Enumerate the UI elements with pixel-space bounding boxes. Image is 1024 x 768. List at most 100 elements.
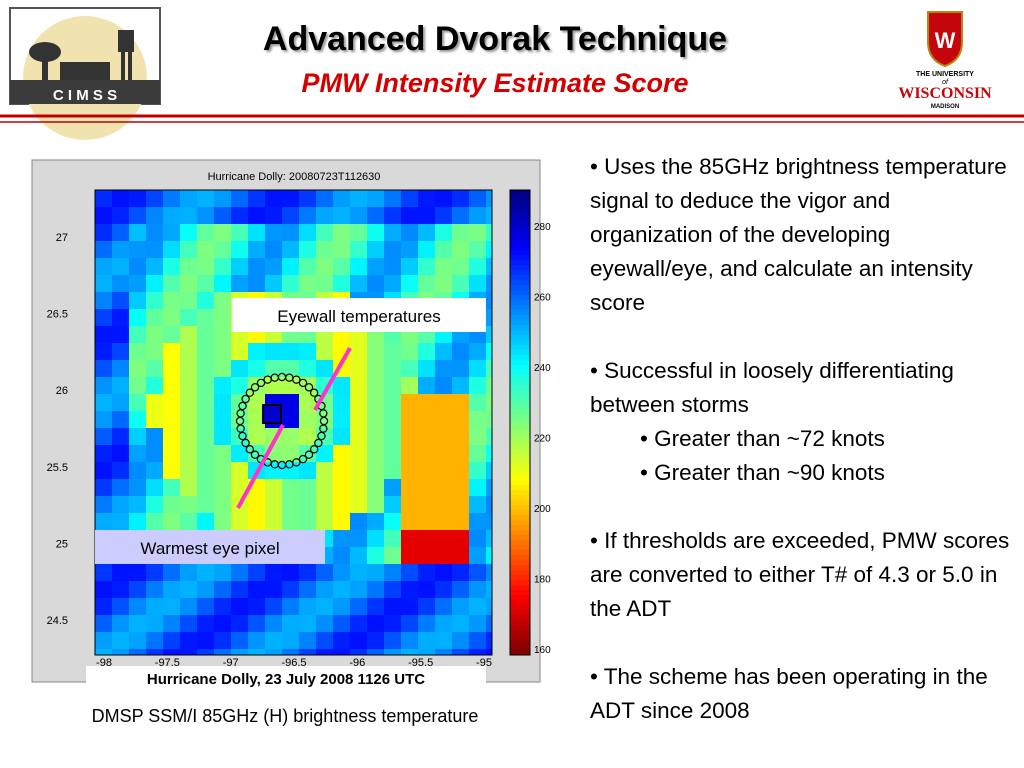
heat-cell: [214, 326, 231, 343]
heat-cell: [265, 649, 282, 655]
heat-cell: [197, 632, 214, 649]
heat-cell: [231, 275, 248, 292]
colorbar-cell: [510, 465, 530, 471]
heat-cell: [180, 207, 197, 224]
heat-cell: [248, 190, 265, 207]
heat-cell: [384, 513, 401, 530]
heat-cell: [418, 360, 435, 377]
colorbar-label: 260: [534, 293, 551, 304]
colorbar-cell: [510, 340, 530, 346]
ring-dot: [319, 409, 328, 418]
heat-cell: [367, 598, 384, 615]
heat-cell: [316, 615, 333, 632]
heat-cell: [231, 377, 248, 394]
heat-cell: [486, 547, 492, 564]
heat-cell: [146, 360, 163, 377]
heat-cell: [350, 479, 367, 496]
heat-cell: [95, 360, 112, 377]
heat-cell: [197, 258, 214, 275]
heat-cell: [214, 564, 231, 581]
heat-cell: [469, 241, 486, 258]
heat-cell: [231, 394, 248, 411]
heat-cell: [435, 343, 452, 360]
heat-cell: [129, 190, 146, 207]
heat-cell: [129, 411, 146, 428]
colorbar-cell: [510, 305, 530, 311]
heat-cell: [248, 360, 265, 377]
heat-cell: [112, 445, 129, 462]
heat-cell: [231, 632, 248, 649]
heat-cell: [180, 258, 197, 275]
heat-cell: [180, 360, 197, 377]
colorbar-cell: [510, 295, 530, 301]
heat-cell: [112, 496, 129, 513]
colorbar-cell: [510, 265, 530, 271]
colorbar-cell: [510, 300, 530, 306]
heat-cell: [265, 462, 282, 479]
heat-cell: [299, 445, 316, 462]
heat-cell: [282, 258, 299, 275]
heat-cell: [469, 224, 486, 241]
heat-cell: [401, 343, 418, 360]
heat-cell: [129, 292, 146, 309]
colorbar-cell: [510, 355, 530, 361]
heat-cell: [129, 649, 146, 655]
heat-cell: [197, 309, 214, 326]
heat-cell: [95, 632, 112, 649]
heat-cell: [163, 258, 180, 275]
heat-cell: [418, 224, 435, 241]
heat-cell: [299, 428, 316, 445]
y-label: 24.5: [47, 615, 68, 627]
colorbar-cell: [510, 645, 530, 651]
heat-cell: [112, 428, 129, 445]
ring-dot: [238, 431, 247, 441]
heat-cell: [418, 547, 435, 564]
heat-cell: [299, 275, 316, 292]
bullet: • Uses the 85GHz brightness temperature …: [590, 154, 1007, 315]
heat-cell: [180, 326, 197, 343]
heat-cell: [146, 428, 163, 445]
heat-cell: [350, 547, 367, 564]
heat-cell: [435, 445, 452, 462]
colorbar-cell: [510, 425, 530, 431]
heat-cell: [231, 649, 248, 655]
heat-cell: [469, 207, 486, 224]
heat-cell: [180, 394, 197, 411]
heat-cell: [214, 258, 231, 275]
heat-cell: [333, 615, 350, 632]
heat-cell: [350, 513, 367, 530]
heat-cell: [384, 377, 401, 394]
heat-cell: [231, 462, 248, 479]
heat-cell: [214, 632, 231, 649]
heat-cell: [180, 343, 197, 360]
heat-cell: [452, 632, 469, 649]
heat-cell: [163, 275, 180, 292]
colorbar-cell: [510, 435, 530, 441]
heat-cell: [435, 564, 452, 581]
heat-cell: [214, 445, 231, 462]
heat-cell: [333, 547, 350, 564]
heat-cell: [95, 615, 112, 632]
heat-cell: [367, 190, 384, 207]
annotation: Warmest eye pixel: [140, 539, 279, 558]
heat-cell: [112, 394, 129, 411]
heat-cell: [95, 394, 112, 411]
arrow: [313, 347, 352, 411]
heat-cell: [146, 224, 163, 241]
heat-cell: [469, 394, 486, 411]
heat-cell: [469, 343, 486, 360]
heat-cell: [435, 411, 452, 428]
heat-cell: [146, 564, 163, 581]
heat-cell: [112, 207, 129, 224]
heat-cell: [95, 649, 112, 655]
heat-cell: [367, 530, 384, 547]
heat-cell: [401, 479, 418, 496]
ring-dot: [245, 388, 255, 397]
heat-cell: [163, 564, 180, 581]
heat-cell: [486, 632, 492, 649]
heat-cell: [214, 292, 231, 309]
heat-cell: [401, 275, 418, 292]
heat-cell: [469, 360, 486, 377]
colorbar-cell: [510, 330, 530, 336]
heat-cell: [265, 190, 282, 207]
